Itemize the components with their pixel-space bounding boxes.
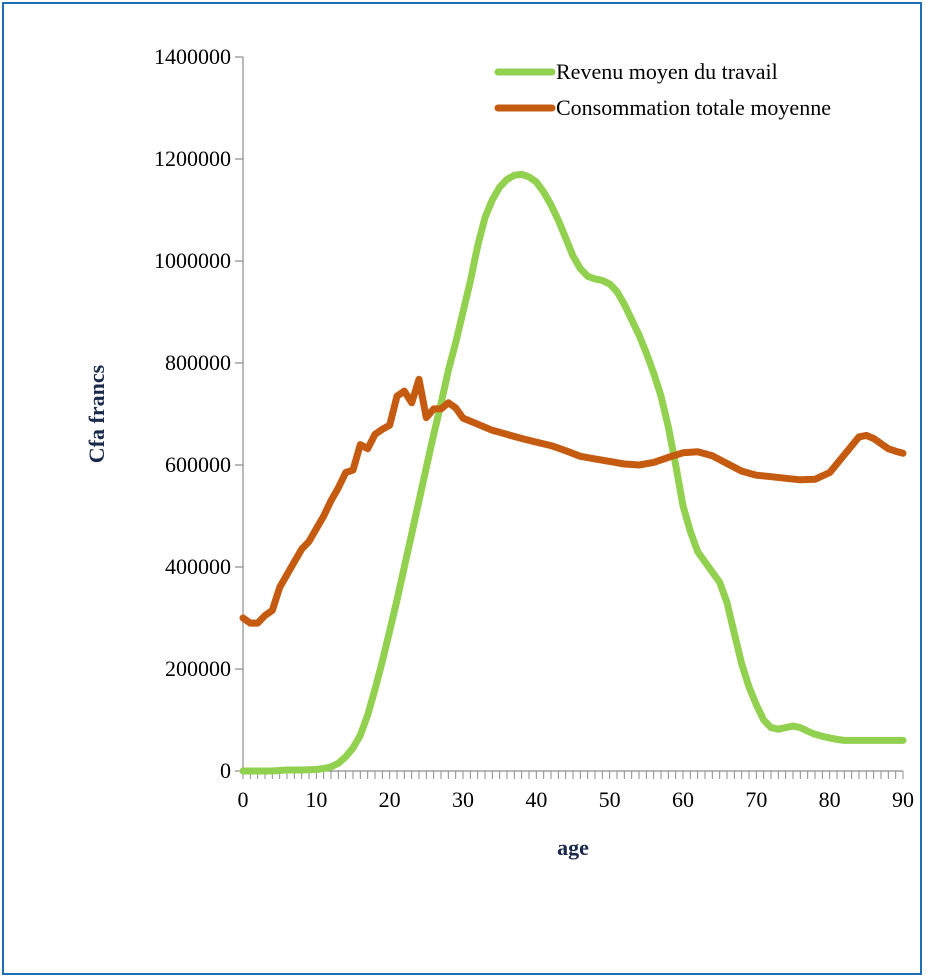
x-axis: 0 10 20 30 40 50 60 70 80 90 <box>238 770 914 812</box>
legend-label-2: Consommation totale moyenne <box>556 95 831 120</box>
y-tick-label: 800000 <box>165 350 231 375</box>
x-tick-label: 50 <box>599 787 621 812</box>
x-axis-title: age <box>557 835 589 860</box>
y-tick-label: 600000 <box>165 452 231 477</box>
x-tick-label: 80 <box>819 787 841 812</box>
series-line-2 <box>239 375 907 627</box>
y-tick-label: 1200000 <box>154 146 231 171</box>
x-tick-label: 70 <box>745 787 767 812</box>
x-tick-label: 40 <box>525 787 547 812</box>
x-tick-label: 20 <box>379 787 401 812</box>
x-tick-label: 60 <box>672 787 694 812</box>
y-tick-label: 1400000 <box>154 44 231 69</box>
y-axis: 0 200000 400000 600000 800000 1000000 1200000 1… <box>154 44 244 783</box>
x-tick-label: 90 <box>892 787 914 812</box>
y-tick-label: 400000 <box>165 554 231 579</box>
y-tick-label: 0 <box>220 758 231 783</box>
x-tick-label: 30 <box>452 787 474 812</box>
y-tick-label: 1000000 <box>154 248 231 273</box>
legend-label-1: Revenu moyen du travail <box>556 59 778 84</box>
series-layer <box>239 170 907 775</box>
y-axis-title: Cfa francs <box>84 364 109 463</box>
series-line-1 <box>239 170 907 775</box>
x-tick-label: 10 <box>305 787 327 812</box>
legend: Revenu moyen du travail Consommation tota… <box>494 59 831 120</box>
y-tick-label: 200000 <box>165 656 231 681</box>
x-tick-label: 0 <box>238 787 249 812</box>
